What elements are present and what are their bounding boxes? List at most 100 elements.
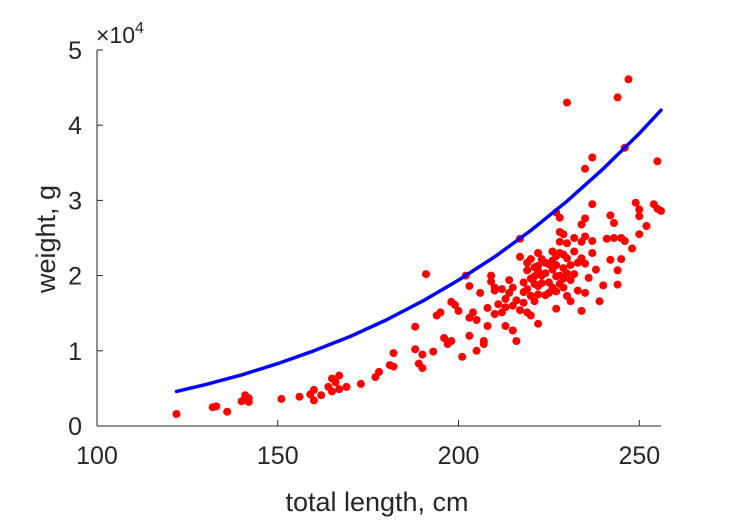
axes	[96, 49, 661, 427]
data-point	[534, 290, 543, 299]
data-point	[237, 397, 246, 406]
data-point	[559, 283, 568, 292]
fit-curve-layer	[174, 108, 663, 394]
data-point	[472, 316, 481, 324]
data-point	[657, 206, 665, 215]
data-point	[566, 297, 575, 306]
data-point	[523, 266, 532, 275]
data-point	[624, 75, 633, 84]
data-point	[309, 396, 318, 405]
data-point	[505, 276, 514, 285]
data-point	[555, 237, 564, 246]
data-point	[519, 298, 528, 307]
y-tick-label: 0	[68, 413, 82, 441]
data-point	[635, 212, 644, 221]
data-point	[642, 222, 651, 230]
data-point	[620, 237, 629, 245]
data-point	[566, 276, 575, 285]
data-point	[526, 255, 535, 264]
data-point	[534, 319, 543, 328]
data-point	[613, 280, 622, 289]
y-tick-label: 4	[68, 112, 82, 140]
data-point	[606, 211, 615, 220]
data-point	[613, 93, 622, 102]
x-tick-label: 200	[438, 442, 480, 470]
data-point	[610, 219, 618, 227]
data-point	[653, 157, 662, 166]
x-tick-label: 100	[76, 442, 118, 470]
data-point	[552, 287, 561, 296]
data-point	[447, 337, 456, 345]
data-point	[563, 254, 571, 263]
data-point	[335, 371, 344, 380]
data-point	[501, 322, 510, 330]
data-point	[429, 347, 438, 356]
data-point	[508, 326, 517, 335]
y-tick-label: 1	[68, 338, 82, 366]
data-point	[588, 153, 597, 162]
data-point	[516, 252, 524, 261]
data-point	[602, 234, 611, 243]
y-exponent-label: ×104	[96, 20, 144, 48]
data-point	[418, 364, 427, 373]
data-point	[490, 283, 499, 292]
data-point	[526, 311, 535, 320]
data-point	[454, 306, 463, 315]
x-axis-label: total length, cm	[285, 487, 468, 517]
data-point	[588, 237, 597, 245]
data-point	[479, 337, 488, 345]
data-point	[501, 303, 510, 312]
y-exponent-base: ×10	[96, 22, 135, 48]
data-point	[570, 234, 579, 242]
data-point	[223, 407, 232, 416]
data-point	[570, 270, 579, 279]
data-point	[335, 385, 344, 394]
data-point	[563, 239, 571, 248]
data-point	[483, 303, 492, 312]
data-point	[487, 277, 496, 286]
y-tick-label: 3	[68, 187, 82, 215]
data-point	[559, 230, 568, 239]
data-point	[450, 300, 459, 309]
data-point	[172, 410, 181, 418]
data-point	[581, 259, 590, 268]
data-point	[541, 269, 550, 278]
data-point	[472, 346, 481, 355]
data-point	[581, 164, 590, 173]
data-point	[595, 297, 604, 306]
data-point	[537, 279, 546, 288]
data-point	[581, 214, 590, 223]
data-point	[483, 322, 492, 330]
data-point	[295, 392, 304, 401]
y-exponent-power: 4	[135, 20, 144, 37]
data-point	[465, 331, 474, 340]
data-point	[552, 261, 561, 270]
data-point	[516, 306, 524, 315]
data-point	[566, 261, 575, 270]
tick-labels: 100 150 200 250 0 1 2 3 4 5	[68, 37, 660, 470]
data-point	[375, 367, 383, 376]
data-point	[244, 397, 253, 406]
data-point	[617, 255, 626, 264]
data-point	[584, 273, 593, 282]
data-point	[501, 294, 510, 303]
x-tick-label: 150	[257, 442, 299, 470]
data-point	[606, 255, 615, 264]
data-point	[356, 379, 365, 388]
y-tick-label: 2	[68, 263, 82, 291]
data-point	[418, 350, 427, 359]
data-point	[577, 220, 586, 229]
data-point	[610, 234, 618, 242]
data-point	[212, 402, 221, 411]
data-point	[422, 270, 430, 279]
data-point	[552, 304, 561, 313]
data-point	[436, 308, 445, 317]
data-point	[555, 213, 564, 222]
data-point	[389, 362, 398, 371]
data-point	[588, 200, 597, 209]
data-point	[613, 266, 622, 275]
data-point	[328, 387, 336, 396]
fit-curve	[174, 108, 663, 394]
y-tick-label: 5	[68, 37, 82, 65]
